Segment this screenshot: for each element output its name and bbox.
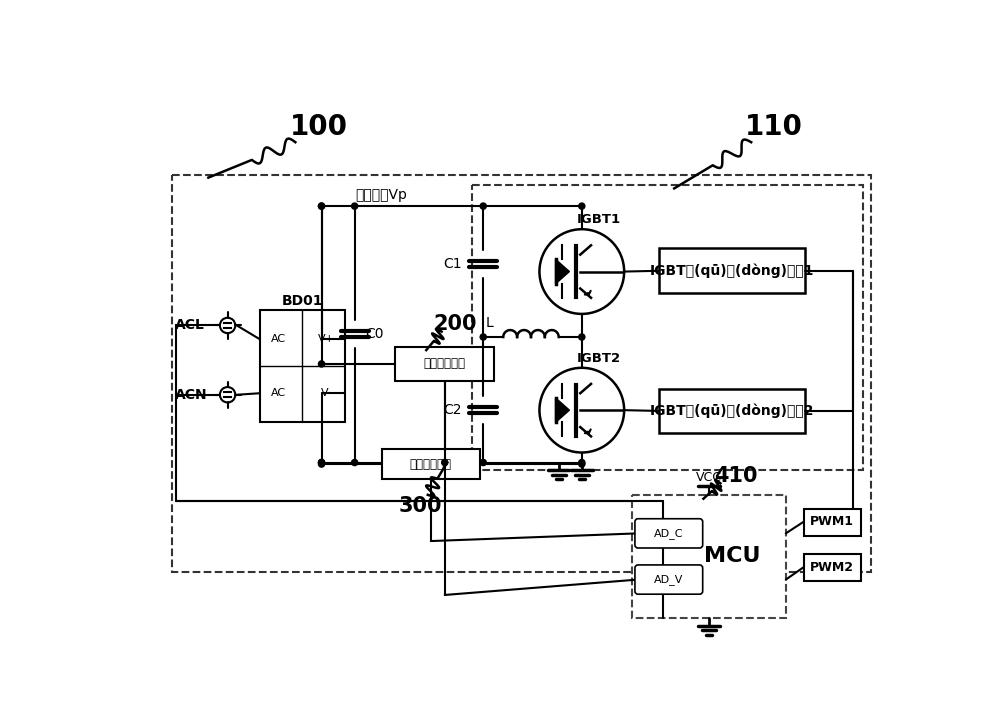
Polygon shape xyxy=(556,398,569,422)
Text: C2: C2 xyxy=(443,403,462,417)
Text: C1: C1 xyxy=(443,257,462,271)
Circle shape xyxy=(442,459,448,466)
Text: IGBT2: IGBT2 xyxy=(577,352,621,365)
Circle shape xyxy=(318,203,325,209)
Text: MCU: MCU xyxy=(704,547,760,566)
Circle shape xyxy=(579,334,585,340)
FancyBboxPatch shape xyxy=(635,518,703,548)
Text: V+: V+ xyxy=(318,334,335,344)
Text: V-: V- xyxy=(321,388,332,398)
Text: 410: 410 xyxy=(714,466,758,486)
Text: 200: 200 xyxy=(433,314,477,334)
Text: ACN: ACN xyxy=(175,388,208,402)
Text: IGBT1: IGBT1 xyxy=(577,213,621,226)
Circle shape xyxy=(579,459,585,466)
Text: AC: AC xyxy=(271,388,286,398)
Bar xyxy=(804,509,861,536)
Bar xyxy=(395,347,494,381)
Circle shape xyxy=(318,461,325,467)
Circle shape xyxy=(480,459,486,466)
Text: 110: 110 xyxy=(745,113,803,141)
Bar xyxy=(804,554,861,581)
Circle shape xyxy=(579,461,585,467)
Bar xyxy=(172,175,871,572)
Text: PWM1: PWM1 xyxy=(810,515,854,529)
Text: L: L xyxy=(486,316,493,330)
Text: BD01: BD01 xyxy=(282,294,323,308)
Bar xyxy=(659,249,805,293)
Text: ACL: ACL xyxy=(175,318,205,333)
Text: VCC: VCC xyxy=(696,471,722,484)
Circle shape xyxy=(318,203,325,209)
Circle shape xyxy=(480,203,486,209)
Text: 100: 100 xyxy=(289,113,347,141)
Text: AD_C: AD_C xyxy=(654,528,684,539)
Bar xyxy=(472,185,863,470)
Polygon shape xyxy=(556,260,569,284)
Text: 電壓檢測電路: 電壓檢測電路 xyxy=(424,357,466,370)
Bar xyxy=(659,388,805,433)
Bar xyxy=(382,449,480,479)
Circle shape xyxy=(352,203,358,209)
Bar xyxy=(260,310,345,422)
Bar xyxy=(632,495,786,618)
Circle shape xyxy=(480,334,486,340)
Text: 電流檢測電路: 電流檢測電路 xyxy=(410,458,452,471)
Text: IGBT驅(qū)動(dòng)電路1: IGBT驅(qū)動(dòng)電路1 xyxy=(650,264,814,278)
Text: PWM2: PWM2 xyxy=(810,561,854,574)
Circle shape xyxy=(579,203,585,209)
Text: 300: 300 xyxy=(398,497,442,516)
Circle shape xyxy=(318,361,325,367)
Circle shape xyxy=(318,459,325,466)
Text: IGBT驅(qū)動(dòng)電路2: IGBT驅(qū)動(dòng)電路2 xyxy=(650,403,814,418)
Text: 母線電壓Vp: 母線電壓Vp xyxy=(356,187,408,202)
Circle shape xyxy=(318,459,325,466)
FancyBboxPatch shape xyxy=(635,565,703,594)
Text: C0: C0 xyxy=(365,327,384,341)
Text: AD_V: AD_V xyxy=(654,574,683,585)
Circle shape xyxy=(352,459,358,466)
Text: AC: AC xyxy=(271,334,286,344)
